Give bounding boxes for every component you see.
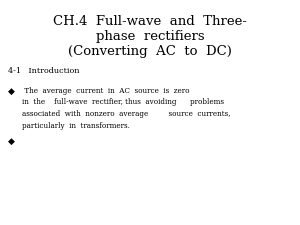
Text: associated  with  nonzero  average         source  currents,: associated with nonzero average source c…: [22, 110, 230, 118]
Text: phase  rectifiers: phase rectifiers: [96, 30, 204, 43]
Text: in  the    full-wave  rectifier, thus  avoiding      problems: in the full-wave rectifier, thus avoidin…: [22, 99, 224, 106]
Text: CH.4  Full-wave  and  Three-: CH.4 Full-wave and Three-: [53, 15, 247, 28]
Text: ◆: ◆: [8, 87, 15, 96]
Text: ◆: ◆: [8, 137, 15, 146]
Text: 4-1   Introduction: 4-1 Introduction: [8, 67, 80, 75]
Text: (Converting  AC  to  DC): (Converting AC to DC): [68, 45, 232, 58]
Text: particularly  in  transformers.: particularly in transformers.: [22, 122, 130, 130]
Text: The  average  current  in  AC  source  is  zero: The average current in AC source is zero: [22, 87, 190, 95]
